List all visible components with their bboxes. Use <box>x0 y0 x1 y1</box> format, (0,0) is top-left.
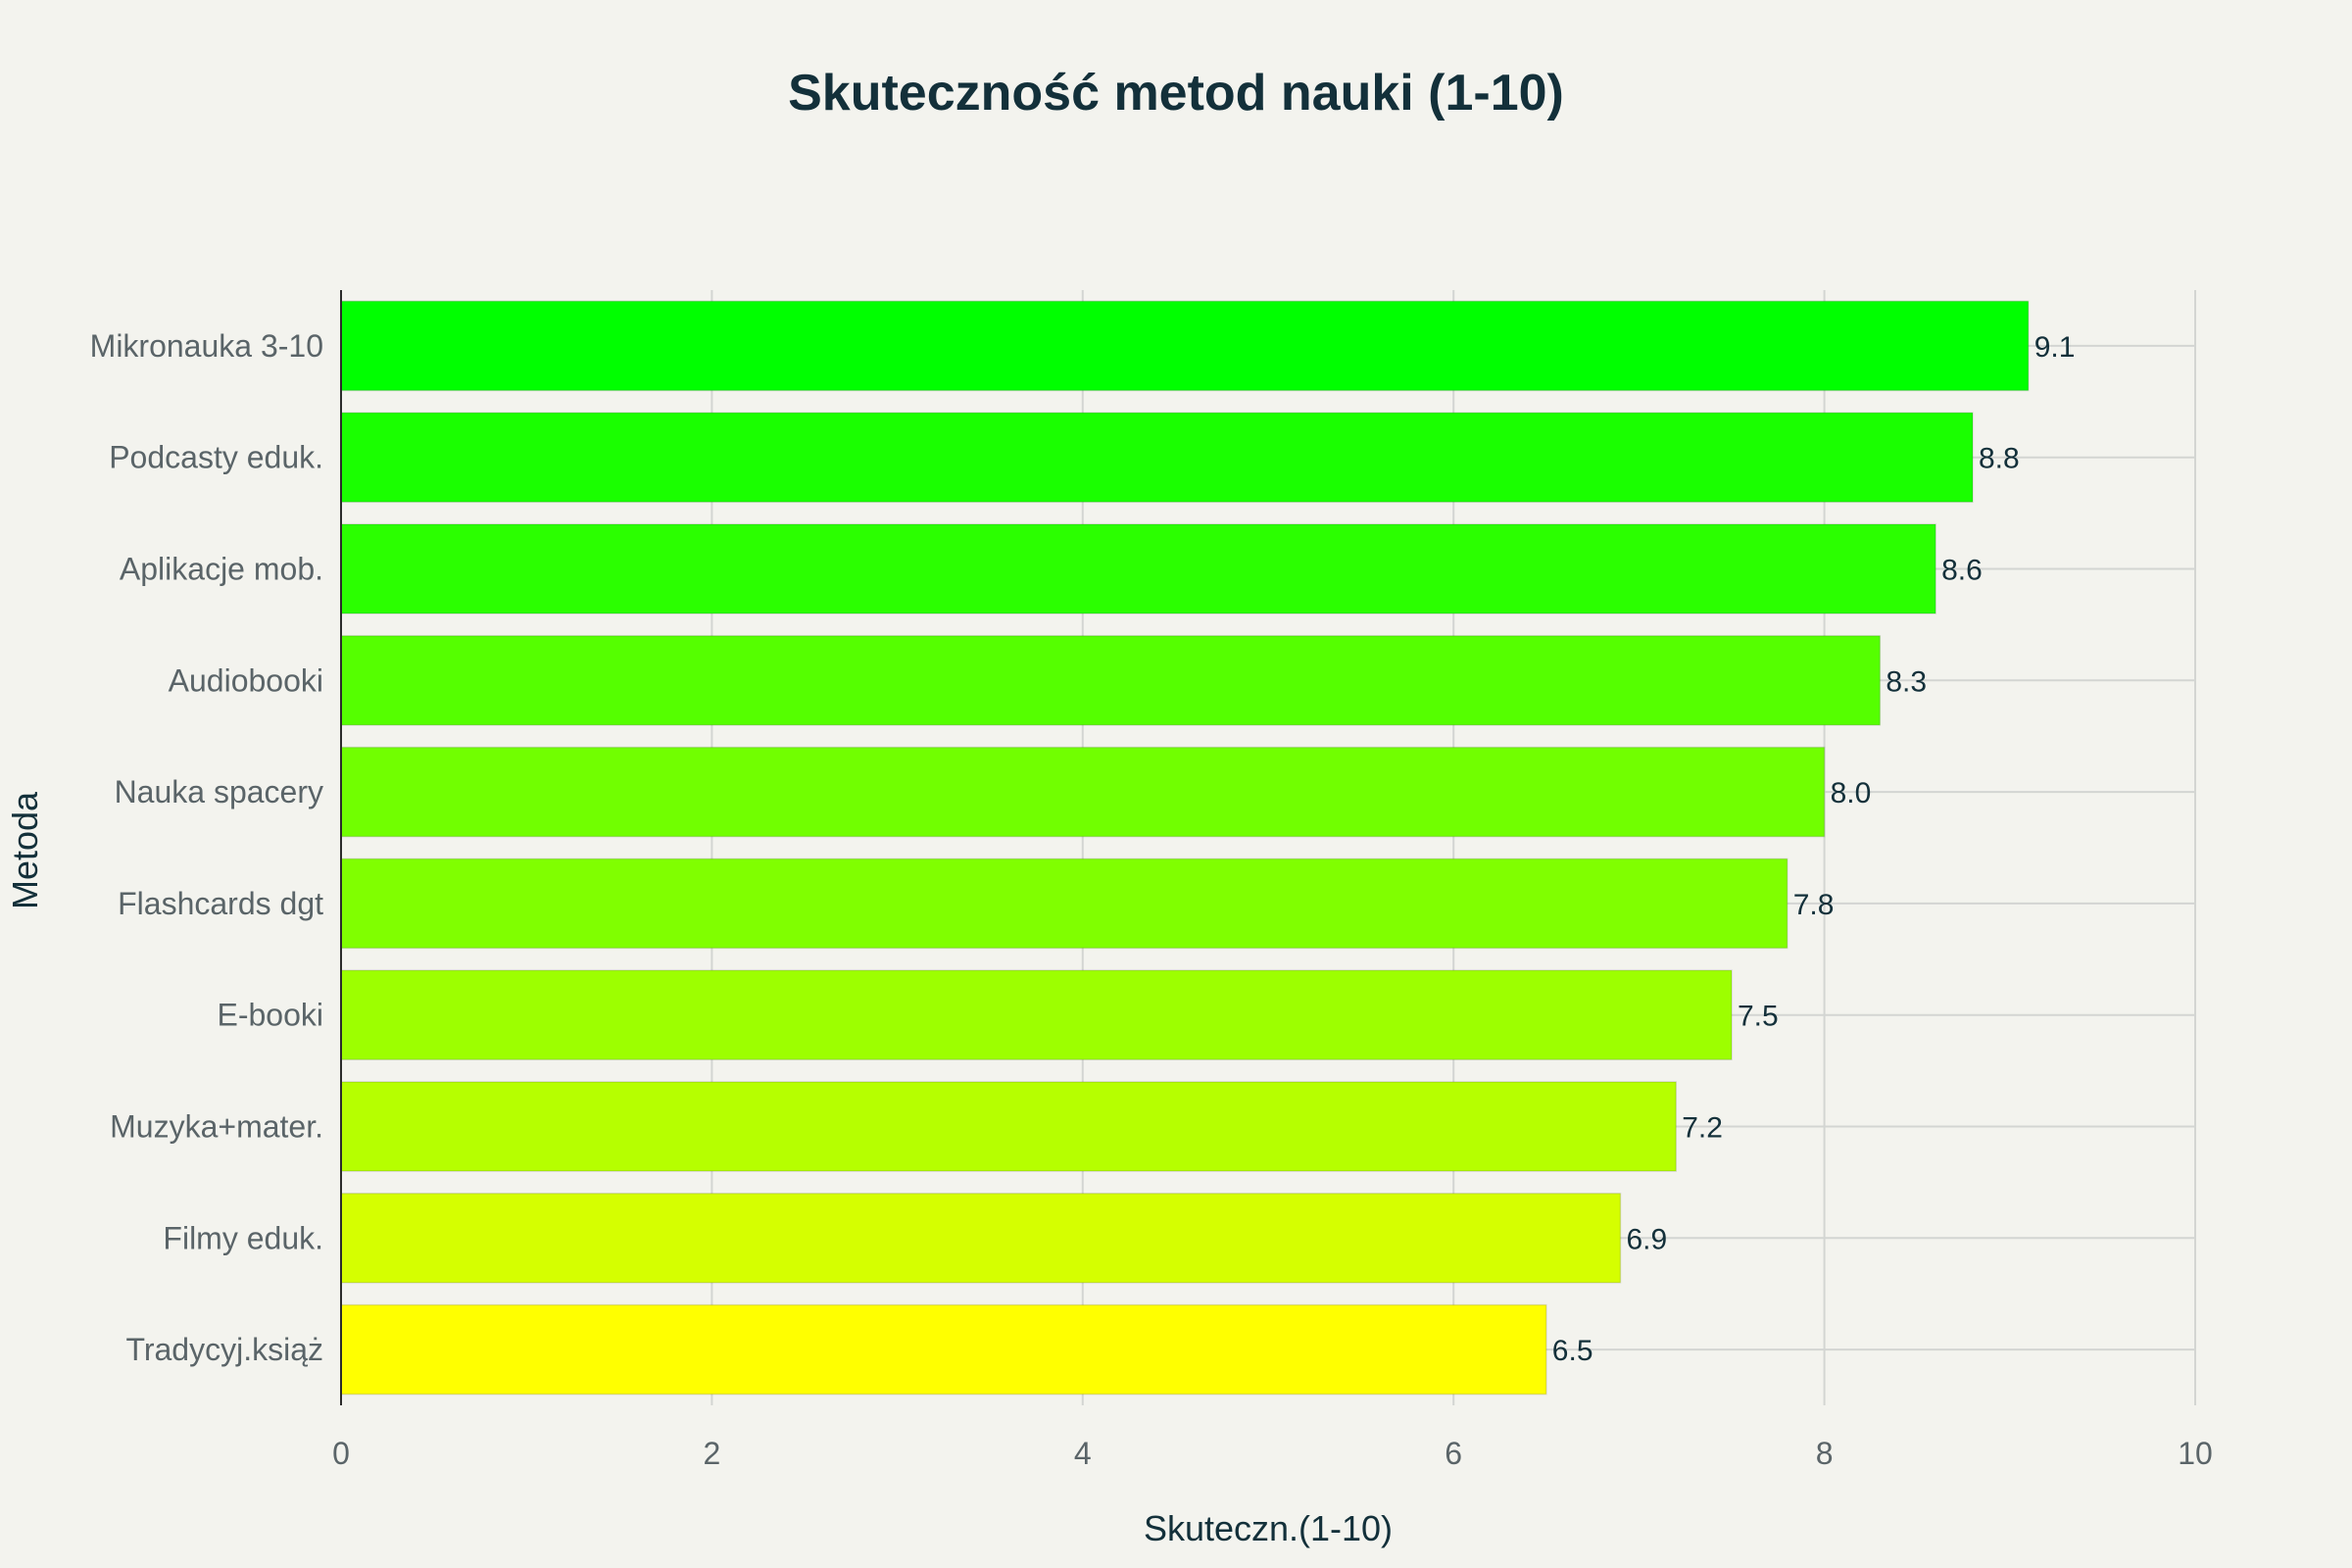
data-label: 8.8 <box>1979 443 2020 475</box>
data-label: 6.9 <box>1626 1223 1667 1255</box>
x-axis-title: Skuteczn.(1-10) <box>1144 1508 1393 1548</box>
y-tick-label: E-booki <box>218 998 324 1033</box>
data-labels: 9.1 8.8 8.6 8.3 8.0 7.8 7.5 7.2 6.9 6.5 <box>1552 331 2076 1367</box>
data-label: 6.5 <box>1552 1335 1593 1367</box>
data-label: 8.3 <box>1886 665 1927 698</box>
bar <box>340 300 2030 392</box>
bar <box>340 523 1936 614</box>
x-tick-label: 10 <box>2178 1436 2213 1471</box>
y-axis-title: Metoda <box>5 791 45 909</box>
y-tick-label: Muzyka+mater. <box>110 1109 323 1145</box>
data-label: 7.5 <box>1738 1001 1779 1033</box>
y-tick-label: Audiobooki <box>169 662 323 698</box>
data-label: 9.1 <box>2034 331 2076 364</box>
bar <box>340 1081 1677 1172</box>
y-tick-label: Podcasty eduk. <box>109 440 323 475</box>
x-tick-label: 6 <box>1445 1436 1462 1471</box>
data-label: 8.6 <box>1941 555 1983 587</box>
x-tick-label: 0 <box>332 1436 350 1471</box>
y-tick-label: Nauka spacery <box>115 774 323 809</box>
bar <box>340 1193 1622 1284</box>
y-tick-label: Mikronauka 3-10 <box>90 328 323 364</box>
data-label: 7.2 <box>1682 1112 1723 1145</box>
chart-title: Skuteczność metod nauki (1-10) <box>788 65 1564 122</box>
bar <box>340 746 1826 838</box>
data-label: 8.0 <box>1831 777 1872 809</box>
data-label: 7.8 <box>1793 889 1835 921</box>
y-tick-label: Filmy eduk. <box>163 1220 323 1255</box>
y-tick-label: Tradycyj.książ <box>125 1332 323 1367</box>
y-tick-label: Flashcards dgt <box>118 886 323 921</box>
x-tick-label: 2 <box>704 1436 721 1471</box>
bars <box>340 300 2030 1396</box>
bar <box>340 1303 1547 1396</box>
x-tick-label: 8 <box>1816 1436 1834 1471</box>
bar <box>340 412 1974 503</box>
x-tick-label: 4 <box>1074 1436 1092 1471</box>
bar <box>340 969 1733 1060</box>
y-tick-label: Aplikacje mob. <box>120 552 323 587</box>
bar <box>340 858 1788 950</box>
axes: 0 2 4 6 8 10 Mikronauka 3-10 Podcasty eduk. Apli… <box>90 290 2213 1471</box>
bar <box>340 635 1882 726</box>
